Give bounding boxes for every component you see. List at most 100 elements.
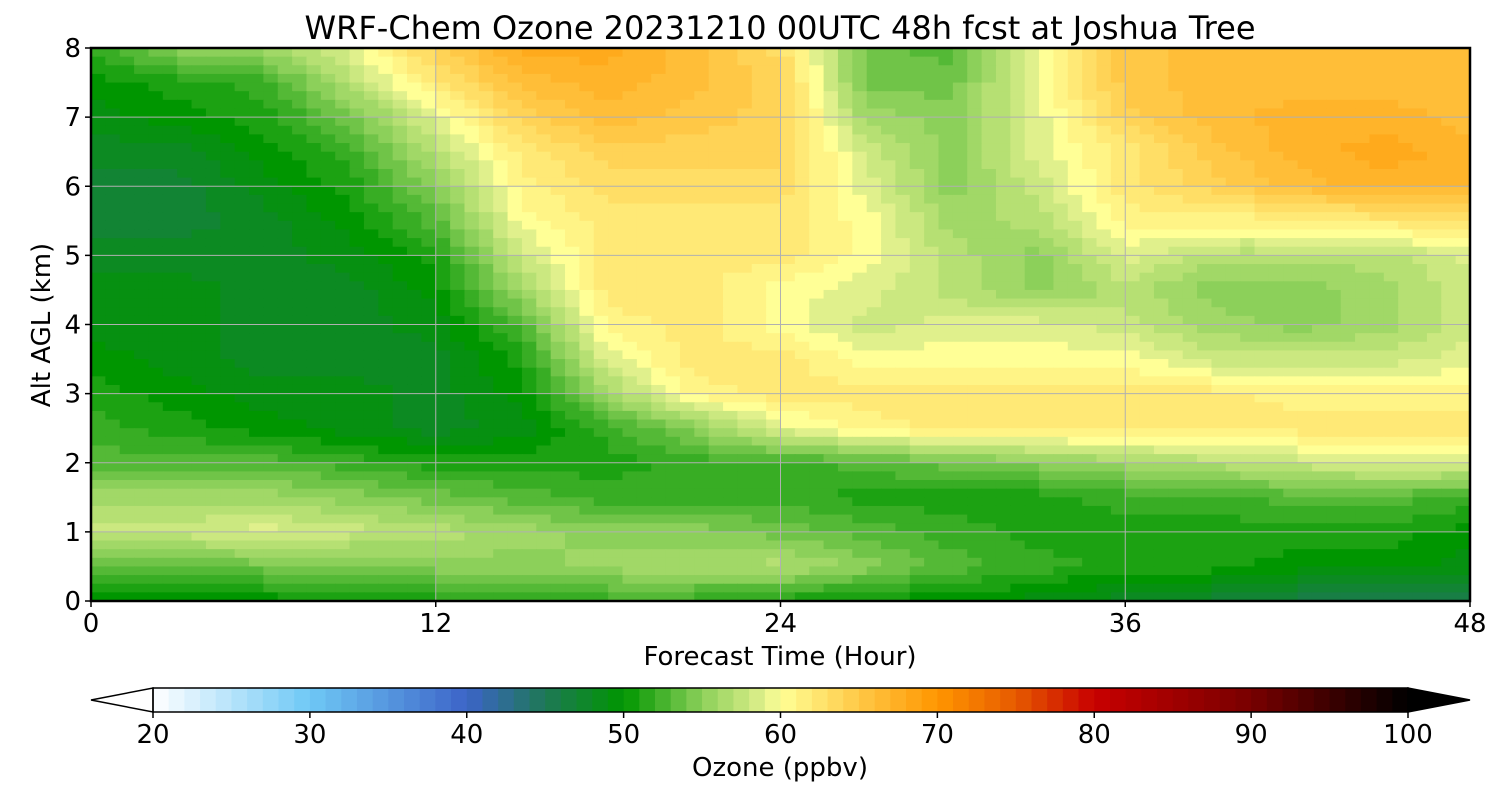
heatmap-cell bbox=[220, 471, 236, 481]
heatmap-cell bbox=[823, 255, 839, 265]
heatmap-cell bbox=[1153, 108, 1169, 118]
heatmap-cell bbox=[507, 177, 523, 187]
heatmap-cell bbox=[220, 289, 236, 300]
heatmap-cell bbox=[780, 341, 796, 352]
heatmap-cell bbox=[981, 359, 997, 369]
heatmap-cell bbox=[809, 333, 825, 343]
heatmap-cell bbox=[1426, 160, 1442, 170]
heatmap-cell bbox=[895, 488, 911, 498]
heatmap-cell bbox=[550, 436, 566, 447]
heatmap-cell bbox=[234, 341, 250, 352]
heatmap-cell bbox=[1355, 445, 1371, 455]
heatmap-cell bbox=[938, 480, 954, 490]
heatmap-cell bbox=[679, 48, 695, 58]
heatmap-cell bbox=[766, 402, 782, 412]
heatmap-cell bbox=[1096, 367, 1112, 377]
heatmap-cell bbox=[550, 203, 566, 213]
heatmap-cell bbox=[464, 220, 480, 231]
heatmap-cell bbox=[277, 177, 293, 187]
heatmap-cell bbox=[1355, 393, 1371, 403]
heatmap-cell bbox=[1024, 428, 1040, 438]
heatmap-cell bbox=[1455, 436, 1471, 447]
heatmap-cell bbox=[636, 298, 652, 308]
heatmap-cell bbox=[995, 402, 1011, 412]
heatmap-cell bbox=[1297, 264, 1313, 274]
heatmap-cell bbox=[1197, 91, 1213, 101]
heatmap-cell bbox=[536, 246, 552, 256]
heatmap-cell bbox=[708, 117, 724, 127]
heatmap-cell bbox=[723, 367, 738, 377]
heatmap-cell bbox=[895, 350, 911, 360]
heatmap-cell bbox=[809, 410, 825, 421]
heatmap-cell bbox=[91, 264, 106, 274]
heatmap-cell bbox=[105, 255, 121, 265]
heatmap-cell bbox=[1355, 177, 1371, 187]
heatmap-cell bbox=[205, 307, 221, 317]
heatmap-cell bbox=[1297, 462, 1313, 472]
heatmap-cell bbox=[1297, 73, 1313, 84]
heatmap-cell bbox=[895, 480, 911, 490]
heatmap-cell bbox=[924, 324, 940, 334]
heatmap-cell bbox=[1254, 73, 1270, 84]
heatmap-cell bbox=[1455, 108, 1471, 118]
heatmap-cell bbox=[608, 419, 624, 429]
heatmap-cell bbox=[565, 272, 580, 282]
heatmap-cell bbox=[938, 462, 954, 472]
heatmap-cell bbox=[119, 186, 135, 196]
heatmap-cell bbox=[450, 307, 466, 317]
heatmap-cell bbox=[205, 73, 221, 84]
heatmap-cell bbox=[205, 194, 221, 205]
heatmap-cell bbox=[407, 143, 422, 153]
heatmap-cell bbox=[723, 134, 738, 144]
heatmap-cell bbox=[306, 82, 322, 92]
heatmap-cell bbox=[766, 324, 782, 334]
heatmap-cell bbox=[665, 341, 681, 352]
heatmap-cell bbox=[1082, 428, 1098, 438]
heatmap-cell bbox=[981, 454, 997, 464]
heatmap-cell bbox=[579, 402, 595, 412]
heatmap-cell bbox=[119, 82, 135, 92]
heatmap-cell bbox=[1053, 246, 1069, 256]
heatmap-cell bbox=[363, 488, 379, 498]
heatmap-cell bbox=[320, 186, 336, 196]
heatmap-cell bbox=[119, 194, 135, 205]
heatmap-cell bbox=[234, 264, 250, 274]
heatmap-cell bbox=[1139, 341, 1155, 352]
heatmap-cell bbox=[1426, 462, 1442, 472]
heatmap-cell bbox=[723, 48, 738, 58]
heatmap-cell bbox=[507, 125, 523, 136]
heatmap-cell bbox=[1412, 246, 1428, 256]
heatmap-cell bbox=[924, 462, 940, 472]
heatmap-cell bbox=[1398, 307, 1414, 317]
heatmap-cell bbox=[866, 419, 882, 429]
heatmap-cell bbox=[119, 428, 135, 438]
heatmap-cell bbox=[1053, 272, 1069, 282]
heatmap-cell bbox=[780, 376, 796, 386]
heatmap-cell bbox=[579, 177, 595, 187]
heatmap-cell bbox=[148, 186, 164, 196]
heatmap-cell bbox=[464, 264, 480, 274]
heatmap-cell bbox=[809, 445, 825, 455]
heatmap-cell bbox=[1153, 471, 1169, 481]
heatmap-cell bbox=[234, 143, 250, 153]
heatmap-cell bbox=[478, 393, 494, 403]
heatmap-cell bbox=[335, 177, 351, 187]
heatmap-cell bbox=[234, 281, 250, 291]
heatmap-cell bbox=[421, 255, 437, 265]
heatmap-cell bbox=[105, 497, 121, 507]
heatmap-cell bbox=[636, 419, 652, 429]
heatmap-cell bbox=[292, 419, 308, 429]
heatmap-cell bbox=[723, 393, 738, 403]
heatmap-cell bbox=[1369, 315, 1385, 326]
heatmap-cell bbox=[435, 48, 451, 58]
heatmap-cell bbox=[263, 402, 279, 412]
heatmap-cell bbox=[737, 307, 753, 317]
heatmap-cell bbox=[1010, 436, 1026, 447]
heatmap-cell bbox=[1110, 65, 1126, 75]
heatmap-cell bbox=[249, 246, 264, 256]
heatmap-cell bbox=[493, 367, 509, 377]
heatmap-cell bbox=[148, 281, 164, 291]
heatmap-cell bbox=[1268, 333, 1284, 343]
heatmap-cell bbox=[1211, 143, 1227, 153]
heatmap-cell bbox=[392, 255, 408, 265]
